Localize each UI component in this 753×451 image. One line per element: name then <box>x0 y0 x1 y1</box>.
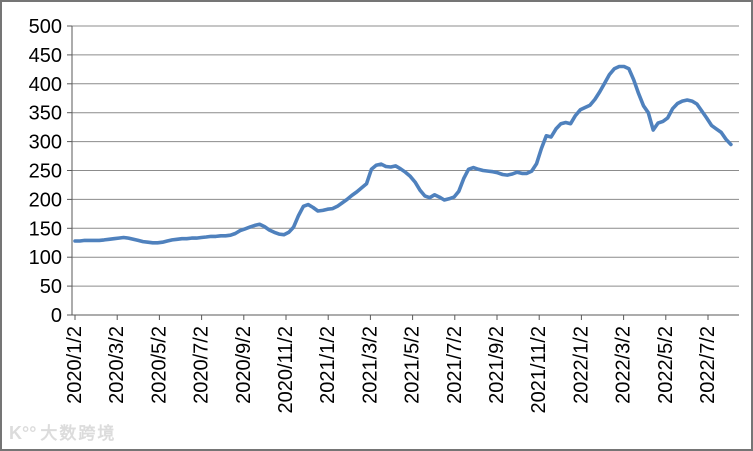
x-tick-label: 2022/3/2 <box>613 326 635 404</box>
x-tick-label: 2020/11/2 <box>275 326 297 414</box>
y-tick-label: 500 <box>29 16 62 38</box>
x-tick-label: 2020/7/2 <box>191 326 213 404</box>
x-tick-label: 2022/5/2 <box>655 326 677 404</box>
x-tick-label: 2020/5/2 <box>148 326 170 404</box>
y-tick-label: 100 <box>29 247 62 269</box>
watermark-text: 大数跨境 <box>40 424 117 443</box>
x-tick-label: 2021/7/2 <box>444 326 466 404</box>
y-tick-label: 350 <box>29 103 62 125</box>
x-tick-label: 2021/9/2 <box>486 326 508 404</box>
y-tick-label: 450 <box>29 45 62 67</box>
y-tick-label: 50 <box>40 276 62 298</box>
series-line <box>73 64 733 245</box>
y-tick-label: 150 <box>29 218 62 240</box>
x-tick-label: 2020/9/2 <box>233 326 255 404</box>
x-tick-label: 2020/3/2 <box>106 326 128 404</box>
y-tick-label: 200 <box>29 189 62 211</box>
x-tick-label: 2021/1/2 <box>317 326 339 404</box>
x-tick-label: 2022/1/2 <box>570 326 592 404</box>
x-tick-label: 2022/7/2 <box>697 326 719 404</box>
y-tick-label: 300 <box>29 132 62 154</box>
x-tick-label: 2021/5/2 <box>402 326 424 404</box>
watermark-logo-icon: K°° <box>9 423 37 443</box>
y-tick-label: 0 <box>51 305 62 327</box>
x-tick-label: 2020/1/2 <box>64 326 86 404</box>
x-tick-label: 2021/11/2 <box>528 326 550 414</box>
x-tick-label: 2021/3/2 <box>359 326 381 404</box>
y-tick-label: 400 <box>29 74 62 96</box>
y-tick-label: 250 <box>29 161 62 183</box>
watermark: K°° 大数跨境 <box>9 419 116 444</box>
